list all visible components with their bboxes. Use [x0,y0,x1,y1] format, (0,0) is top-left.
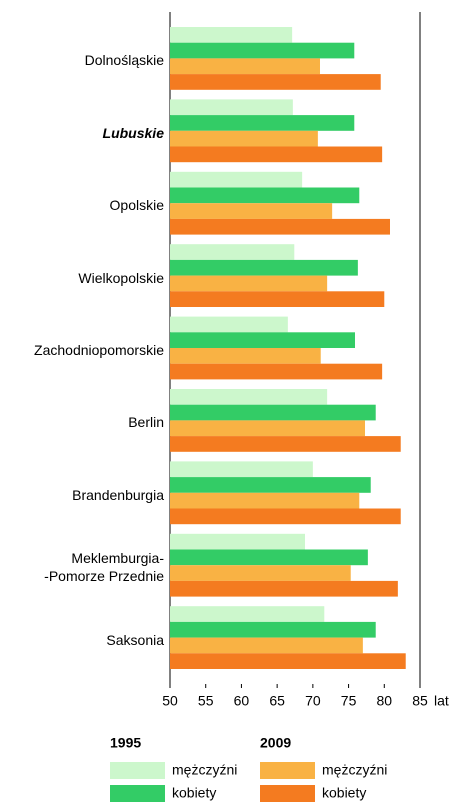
bar [170,259,358,276]
x-tick-label: 50 [162,693,178,709]
legend-label: mężczyźni [322,762,387,778]
bar [170,549,368,566]
bar [170,203,333,219]
category-label: Saksonia [106,631,164,648]
bar [170,99,293,116]
bar [170,389,328,405]
bar [170,461,313,478]
x-axis-label: lat [434,693,449,709]
bar [170,477,371,493]
legend-group-title: 1995 [110,735,141,751]
legend-swatch [260,762,315,779]
bar [170,606,325,622]
x-tick-label: 60 [234,693,250,709]
bar [170,316,288,333]
category-label: Berlin [128,414,164,431]
legend-group-title: 2009 [260,735,291,751]
bar [170,508,401,525]
legend-swatch [110,762,165,779]
bar [170,58,320,75]
bar [170,332,355,348]
x-tick-label: 85 [412,693,428,709]
category-label: Brandenburgia [72,486,164,503]
bar [170,436,401,452]
x-tick-label: 75 [341,693,357,709]
bar [170,244,295,260]
category-label: Zachodniopomorskie [34,342,164,358]
bar [170,565,351,581]
legend-swatch [260,785,315,802]
bar [170,146,383,163]
bar [170,348,321,364]
legend-swatch [110,785,165,802]
x-tick-label: 65 [269,693,285,709]
bar [170,420,365,437]
x-tick-label: 70 [305,693,321,709]
bar [170,115,355,131]
bar [170,404,376,421]
x-tick-label: 55 [198,693,214,709]
x-tick-label: 80 [376,693,392,709]
bar [170,27,293,43]
bar [170,187,360,204]
legend-label: kobiety [322,785,366,801]
bar [170,533,305,550]
bar [170,363,383,380]
bar [170,171,303,188]
bar [170,74,381,90]
bar [170,291,385,307]
bar [170,130,318,147]
bar [170,637,363,654]
legend-label: mężczyźni [172,762,237,778]
category-label: Meklemburgia- -Pomorze Przednie [44,550,164,585]
bar [170,492,360,509]
bar [170,275,328,292]
legend-label: kobiety [172,785,216,801]
category-label: Lubuskie [102,124,164,141]
category-label: Opolskie [109,197,164,214]
bar [170,653,406,669]
category-label: Dolnośląskie [84,52,164,69]
bar [170,621,376,638]
bar [170,42,355,59]
bar [170,580,398,597]
bar [170,218,390,235]
category-label: Wielkopolskie [78,269,164,286]
